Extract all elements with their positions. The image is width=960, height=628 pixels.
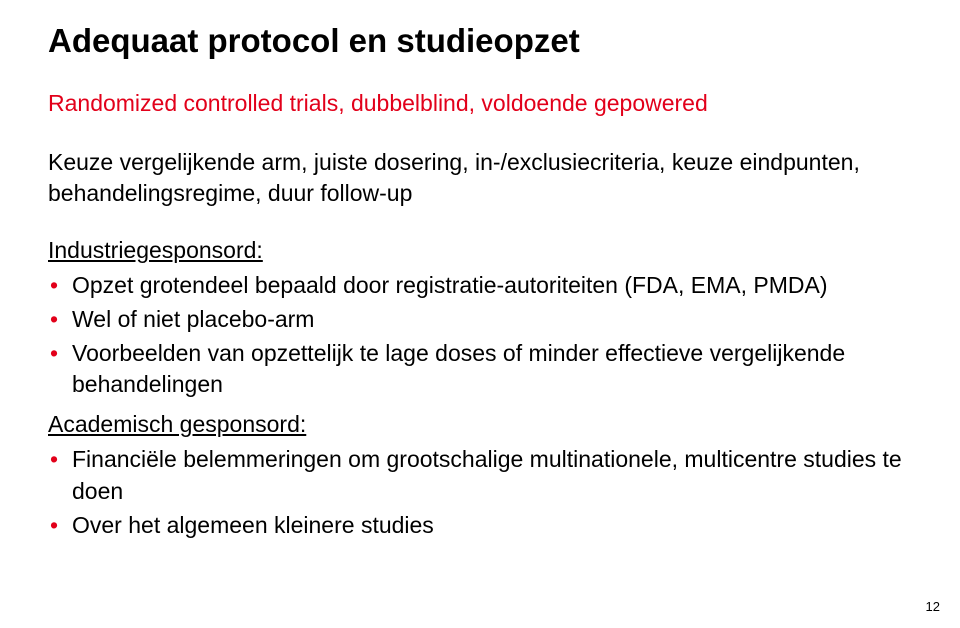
list-item: Opzet grotendeel bepaald door registrati… — [48, 270, 912, 302]
list-item: Financiële belemmeringen om grootschalig… — [48, 444, 912, 507]
list-item: Wel of niet placebo-arm — [48, 304, 912, 336]
slide-subtitle: Randomized controlled trials, dubbelblin… — [48, 88, 912, 119]
section-heading-0: Industriegesponsord: — [48, 237, 912, 264]
page-number: 12 — [926, 599, 940, 614]
intro-paragraph: Keuze vergelijkende arm, juiste dosering… — [48, 147, 912, 209]
slide-title: Adequaat protocol en studieopzet — [48, 22, 912, 60]
section-heading-1: Academisch gesponsord: — [48, 411, 912, 438]
bullet-list-1: Financiële belemmeringen om grootschalig… — [48, 444, 912, 541]
bullet-list-0: Opzet grotendeel bepaald door registrati… — [48, 270, 912, 401]
list-item: Over het algemeen kleinere studies — [48, 510, 912, 542]
list-item: Voorbeelden van opzettelijk te lage dose… — [48, 338, 912, 401]
